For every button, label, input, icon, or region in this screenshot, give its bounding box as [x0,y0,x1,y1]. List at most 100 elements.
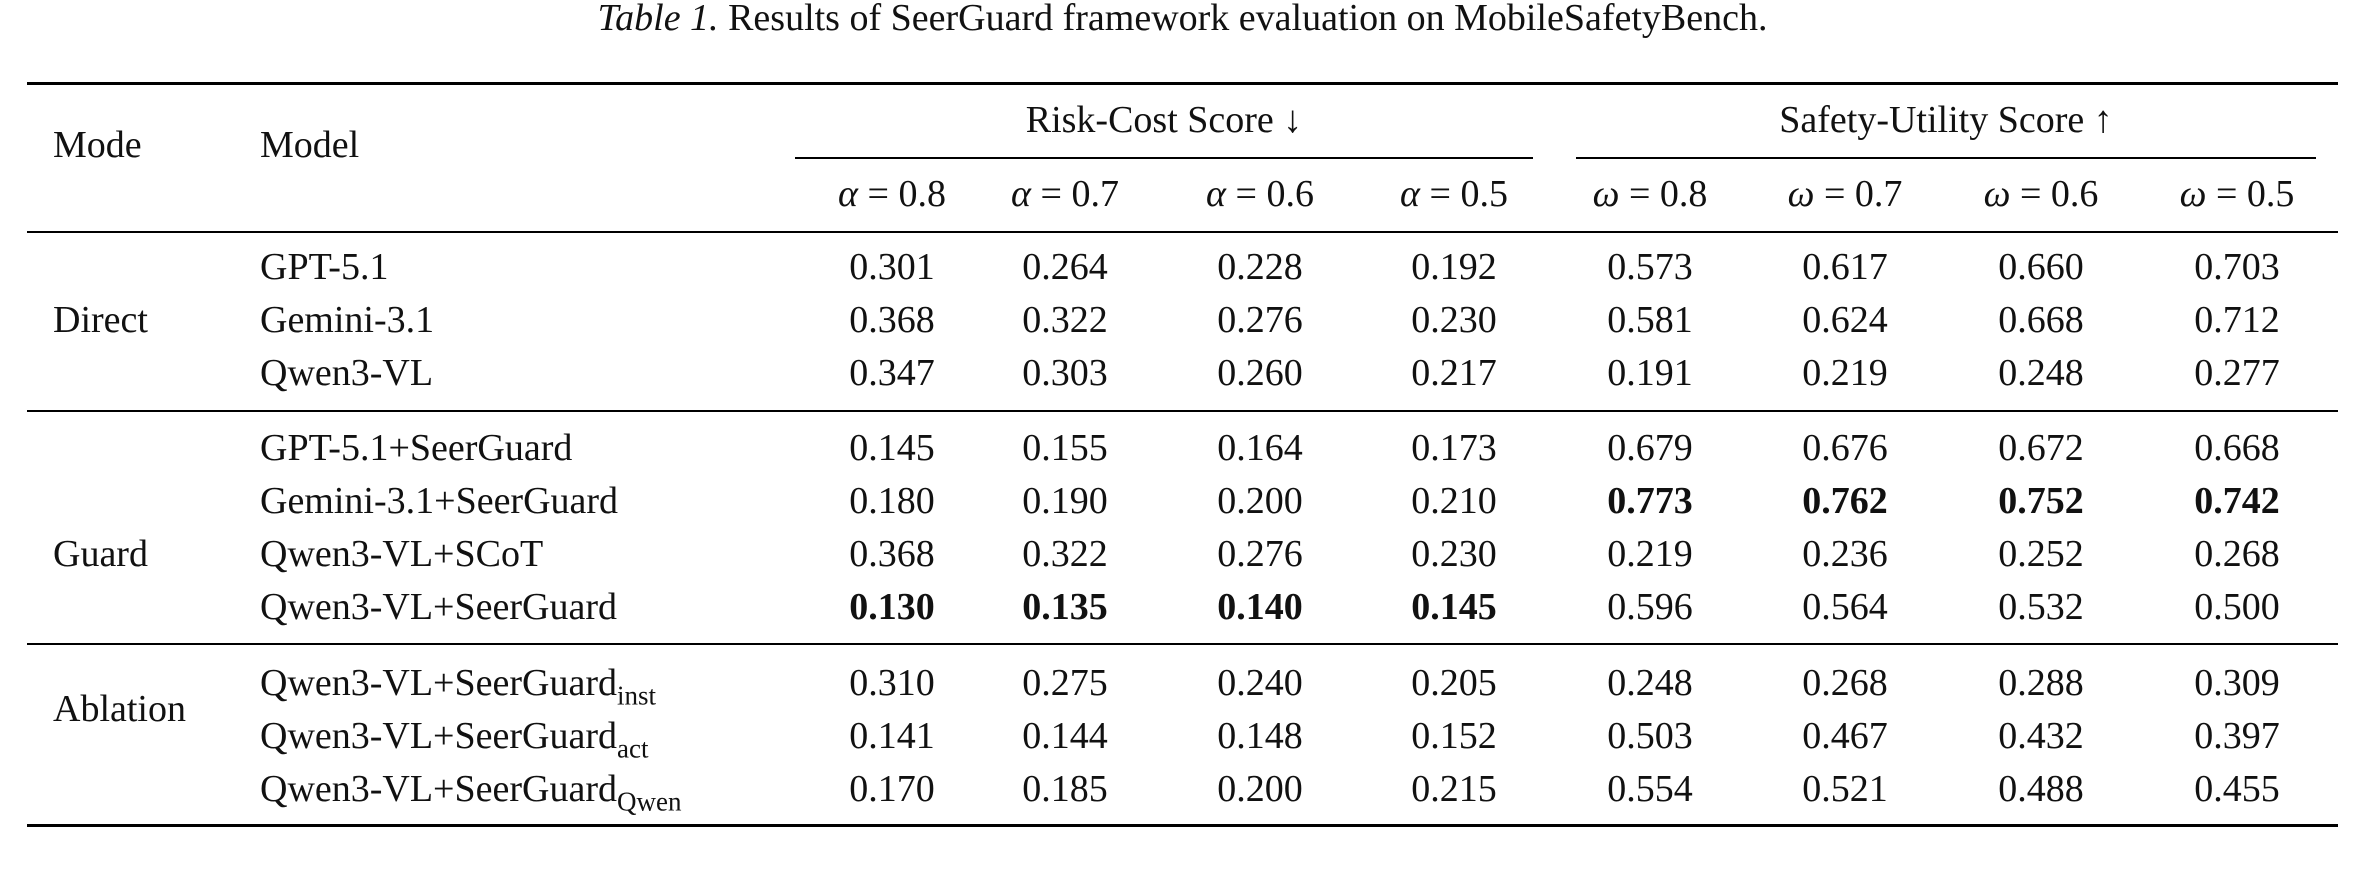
header-omega-1: ω = 0.8 [1560,172,1740,216]
header-alpha-3: α = 0.6 [1170,172,1350,216]
equals-sign: = [1814,173,1855,215]
bottom-rule [27,824,2338,827]
alpha-symbol: α [838,173,858,215]
mode-label-guard: Guard [53,533,148,575]
safety-utility-cell: 0.581 [1607,299,1693,341]
model-name: Qwen3-VL+SeerGuardinst [260,661,656,709]
equals-sign: = [2010,173,2051,215]
risk-cost-cell: 0.368 [849,299,935,341]
risk-cost-cell: 0.192 [1411,246,1497,288]
safety-utility-cell: 0.660 [1998,246,2084,288]
header-model: Model [260,124,360,166]
model-name: Qwen3-VL+SeerGuardact [260,714,648,762]
safety-utility-cell: 0.219 [1607,533,1693,575]
risk-cost-cell: 0.141 [849,715,935,757]
safety-utility-cell: 0.268 [2194,533,2280,575]
risk-cost-cell: 0.200 [1217,768,1303,810]
safety-utility-cell: 0.236 [1802,533,1888,575]
safety-utility-cell: 0.668 [2194,427,2280,469]
model-name: GPT-5.1+SeerGuard [260,426,572,470]
caption-text: Results of SeerGuard framework evaluatio… [728,0,1768,39]
risk-cost-cell: 0.322 [1022,299,1108,341]
risk-cost-cell: 0.180 [849,480,935,522]
safety-utility-cell: 0.564 [1802,586,1888,628]
model-subscript: Qwen [616,786,682,817]
section-rule-1 [27,410,2338,412]
safety-utility-cell: 0.488 [1998,768,2084,810]
safety-utility-cell: 0.679 [1607,427,1693,469]
model-name: Gemini-3.1+SeerGuard [260,479,618,523]
safety-utility-cell: 0.252 [1998,533,2084,575]
safety-utility-cell: 0.219 [1802,352,1888,394]
risk-cost-cell: 0.230 [1411,533,1497,575]
risk-cost-cell: 0.170 [849,768,935,810]
model-name: Gemini-3.1 [260,298,434,342]
header-risk-group: Risk-Cost Score ↓ [1025,99,1303,141]
parameter-value: 0.7 [1854,173,1903,215]
safety-utility-cell: 0.268 [1802,662,1888,704]
model-name-text: GPT-5.1+SeerGuard [260,427,573,469]
risk-cost-cell: 0.260 [1217,352,1303,394]
model-name-text: GPT-5.1 [260,246,389,288]
risk-cost-cell: 0.217 [1411,352,1497,394]
risk-group-underline [795,157,1533,159]
safety-utility-cell: 0.521 [1802,768,1888,810]
model-subscript: inst [616,680,656,711]
safety-utility-cell: 0.672 [1998,427,2084,469]
mode-label-direct: Direct [53,299,148,341]
header-safety-group: Safety-Utility Score ↑ [1779,99,2113,141]
top-rule [27,82,2338,85]
risk-cost-cell: 0.148 [1217,715,1303,757]
parameter-value: 0.7 [1071,173,1119,215]
safety-utility-cell: 0.703 [2194,246,2280,288]
risk-cost-cell: 0.135 [1022,586,1108,628]
header-omega-4: ω = 0.5 [2147,172,2327,216]
risk-cost-cell: 0.155 [1022,427,1108,469]
parameter-value: 0.6 [1266,173,1314,215]
safety-utility-cell: 0.277 [2194,352,2280,394]
safety-utility-cell: 0.455 [2194,768,2280,810]
parameter-value: 0.5 [1460,173,1508,215]
equals-sign: = [2206,173,2247,215]
safety-utility-cell: 0.397 [2194,715,2280,757]
safety-utility-cell: 0.432 [1998,715,2084,757]
risk-cost-cell: 0.190 [1022,480,1108,522]
risk-cost-cell: 0.152 [1411,715,1497,757]
equals-sign: = [1031,173,1072,215]
header-alpha-1: α = 0.8 [802,172,982,216]
parameter-value: 0.5 [2246,173,2295,215]
risk-cost-cell: 0.173 [1411,427,1497,469]
alpha-symbol: α [1400,173,1420,215]
safety-utility-cell: 0.467 [1802,715,1888,757]
safety-utility-cell: 0.500 [2194,586,2280,628]
risk-cost-cell: 0.164 [1217,427,1303,469]
risk-cost-cell: 0.228 [1217,246,1303,288]
risk-cost-cell: 0.200 [1217,480,1303,522]
safety-utility-cell: 0.573 [1607,246,1693,288]
header-alpha-2: α = 0.7 [975,172,1155,216]
risk-cost-cell: 0.303 [1022,352,1108,394]
risk-cost-cell: 0.276 [1217,533,1303,575]
risk-cost-cell: 0.145 [849,427,935,469]
safety-utility-cell: 0.554 [1607,768,1693,810]
safety-utility-cell: 0.191 [1607,352,1693,394]
model-name-text: Qwen3-VL+SeerGuard [260,715,617,757]
header-rule [27,231,2338,233]
risk-cost-cell: 0.144 [1022,715,1108,757]
model-name: GPT-5.1 [260,245,388,289]
safety-utility-cell: 0.676 [1802,427,1888,469]
risk-cost-cell: 0.185 [1022,768,1108,810]
risk-cost-cell: 0.347 [849,352,935,394]
risk-cost-cell: 0.275 [1022,662,1108,704]
risk-cost-cell: 0.264 [1022,246,1108,288]
model-name: Qwen3-VL [260,351,433,395]
mode-label-ablation: Ablation [53,688,186,730]
risk-cost-cell: 0.230 [1411,299,1497,341]
parameter-value: 0.6 [2050,173,2099,215]
omega-symbol: ω [1592,173,1620,215]
header-omega-2: ω = 0.7 [1755,172,1935,216]
alpha-symbol: α [1011,173,1031,215]
omega-symbol: ω [1787,173,1815,215]
equals-sign: = [858,173,899,215]
section-rule-2 [27,643,2338,645]
